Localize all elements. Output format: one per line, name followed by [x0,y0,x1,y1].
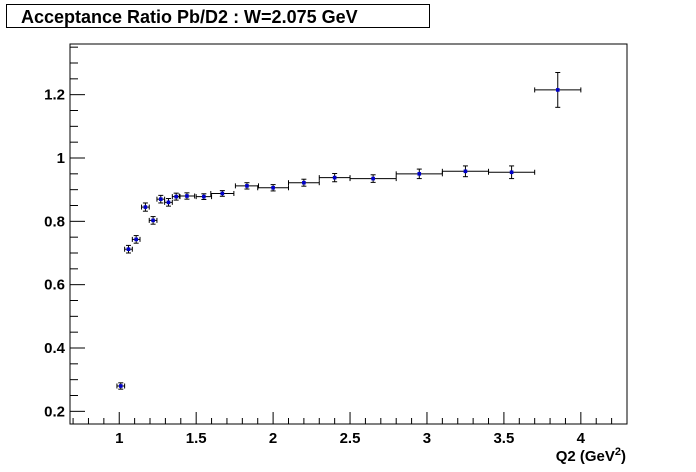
y-tick-label: 0.6 [44,277,65,294]
x-axis-title-superscript: 2 [615,446,621,458]
data-marker [185,194,189,198]
y-tick-label: 0.2 [44,403,65,420]
data-point [195,193,213,200]
data-marker [158,197,163,201]
data-point [141,202,150,212]
y-tick-label: 0.8 [44,213,65,230]
data-point [349,174,397,183]
y-axis: 0.2 0.4 0.6 0.8 1 1.2 [44,46,85,420]
data-marker [245,184,249,188]
x-axis-title: Q2 (GeV2) [556,446,626,465]
data-marker [134,237,138,242]
data-point [210,190,235,197]
y-tick-label: 1 [57,150,65,167]
data-point [234,182,259,190]
data-points [116,72,582,390]
data-marker [271,185,275,190]
data-marker [555,88,560,92]
data-marker [202,194,206,199]
data-point [116,382,126,390]
chart-title-box: Acceptance Ratio Pb/D2 : W=2.075 GeV [6,4,430,28]
data-marker [509,170,514,175]
data-marker [302,180,306,185]
data-point [124,244,133,254]
x-tick-label: 2.5 [340,430,361,447]
data-point [131,235,141,244]
data-point [318,173,351,183]
data-marker [143,205,148,209]
data-marker [118,384,123,388]
x-tick-label: 1.5 [186,430,207,447]
plot-frame [69,43,628,425]
x-axis-title-main: Q2 (GeV [556,448,615,465]
data-marker [174,194,178,199]
data-point [488,165,536,180]
x-tick-label: 1 [115,430,123,447]
data-marker [371,176,375,181]
data-marker [126,247,131,251]
x-tick-label: 4 [577,430,586,447]
data-point [441,165,490,178]
data-point [148,216,158,225]
data-point [156,194,166,204]
data-marker [166,200,171,205]
data-point [171,192,181,201]
data-marker [220,191,225,196]
data-point [287,178,320,187]
y-tick-label: 0.4 [44,340,66,357]
x-tick-label: 3 [423,430,431,447]
data-point [178,192,196,200]
data-point [164,198,173,207]
x-axis-title-close: ) [621,448,626,465]
data-point [534,72,582,108]
x-axis: 1 1.5 2 2.5 3 3.5 4 [72,412,628,447]
x-tick-label: 3.5 [493,430,514,447]
y-tick-label: 1.2 [44,87,65,104]
data-point [257,184,289,192]
data-marker [463,169,468,174]
chart-title: Acceptance Ratio Pb/D2 : W=2.075 GeV [21,7,358,27]
data-marker [417,172,422,176]
data-point [395,168,443,180]
x-tick-label: 2 [269,430,277,447]
data-marker [151,218,155,223]
data-marker [332,175,337,180]
